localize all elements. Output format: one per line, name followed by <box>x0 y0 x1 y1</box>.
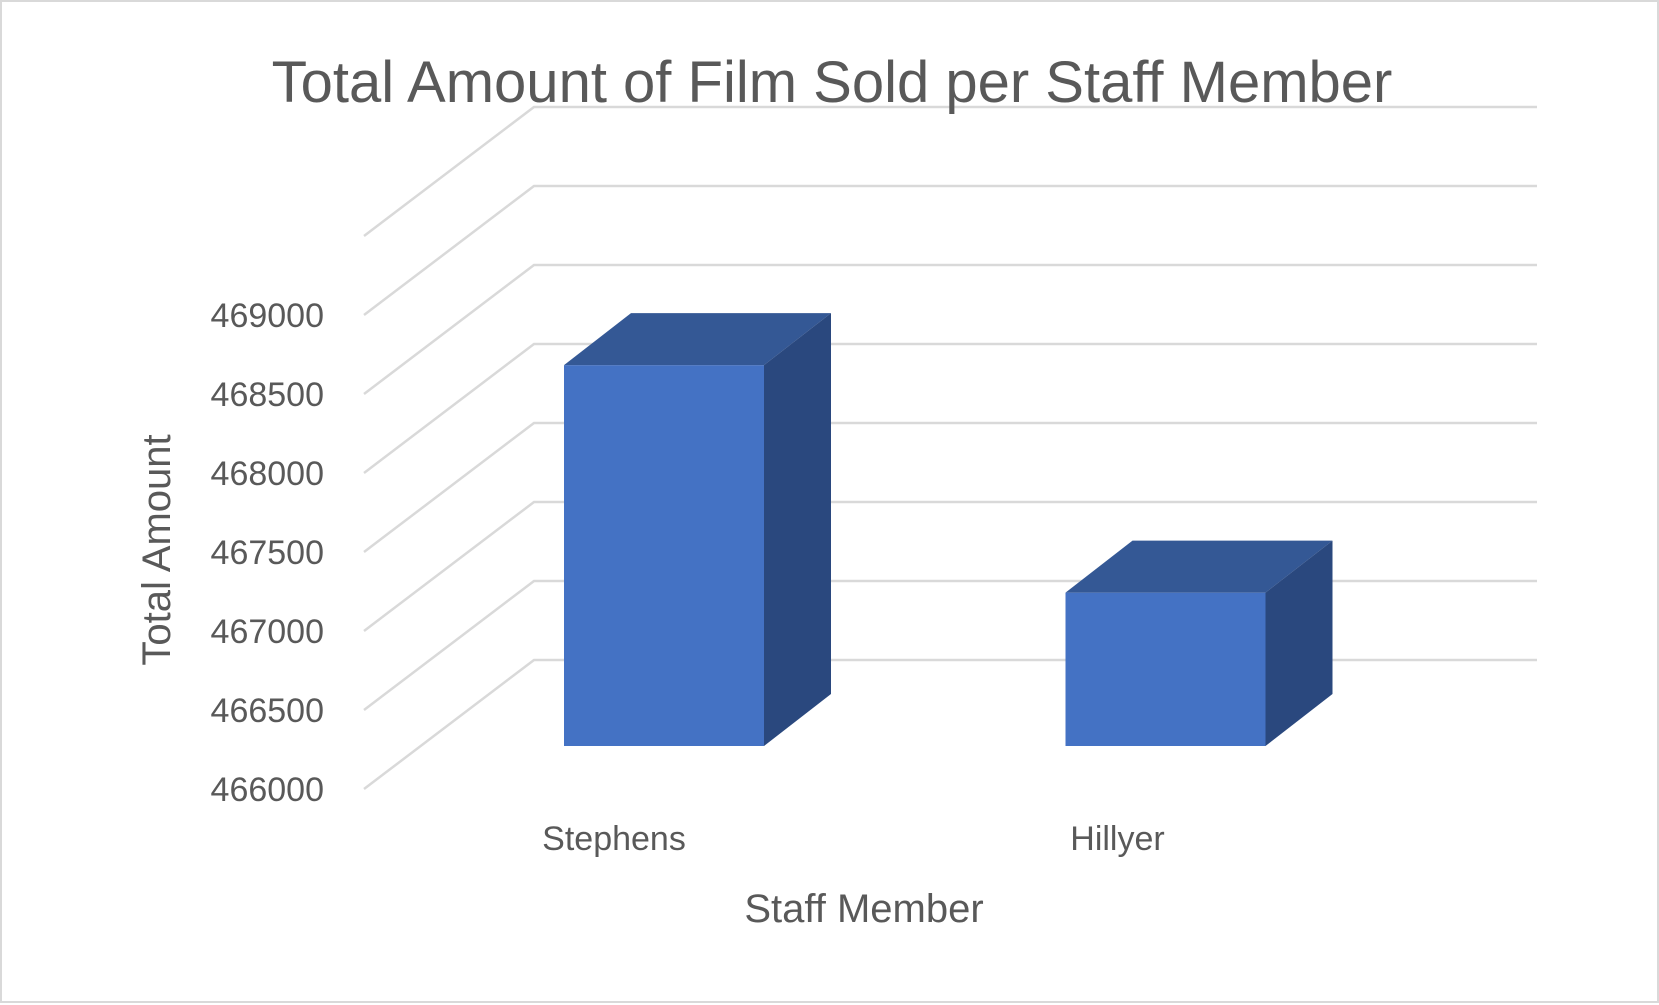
bar-side <box>764 313 831 746</box>
bar-front <box>1065 592 1266 746</box>
y-tick-label: 469000 <box>211 297 324 335</box>
gridlines <box>363 105 1537 790</box>
x-axis-title: Staff Member <box>744 887 983 931</box>
y-tick-label: 468000 <box>211 455 324 493</box>
gridline <box>363 500 1537 632</box>
y-tick-labels: 466000 466500 467000 467500 468000 468500 4690… <box>211 297 324 809</box>
gridline <box>363 184 1537 316</box>
x-category-labels: Stephens Hillyer <box>542 820 1165 858</box>
gridline <box>363 579 1537 711</box>
y-tick-label: 466000 <box>211 771 324 809</box>
y-tick-label: 466500 <box>211 692 324 730</box>
x-category-label: Hillyer <box>1070 820 1164 858</box>
chart-title: Total Amount of Film Sold per Staff Memb… <box>272 50 1393 115</box>
bar-stephens <box>564 313 831 746</box>
gridline <box>363 263 1537 395</box>
y-tick-label: 468500 <box>211 376 324 414</box>
bar-side <box>1265 540 1333 746</box>
bar-hillyer <box>1065 540 1333 746</box>
gridline <box>363 105 1537 237</box>
bar-top <box>1065 540 1333 593</box>
bar-front <box>564 365 764 746</box>
y-tick-label: 467500 <box>211 534 324 572</box>
gridline <box>363 342 1537 474</box>
bar-top <box>564 313 831 366</box>
y-tick-label: 467000 <box>211 613 324 651</box>
y-axis-title: Total Amount <box>135 434 179 665</box>
gridline <box>363 658 1537 790</box>
bars <box>564 313 1333 746</box>
x-category-label: Stephens <box>542 820 686 858</box>
gridline <box>363 421 1537 553</box>
